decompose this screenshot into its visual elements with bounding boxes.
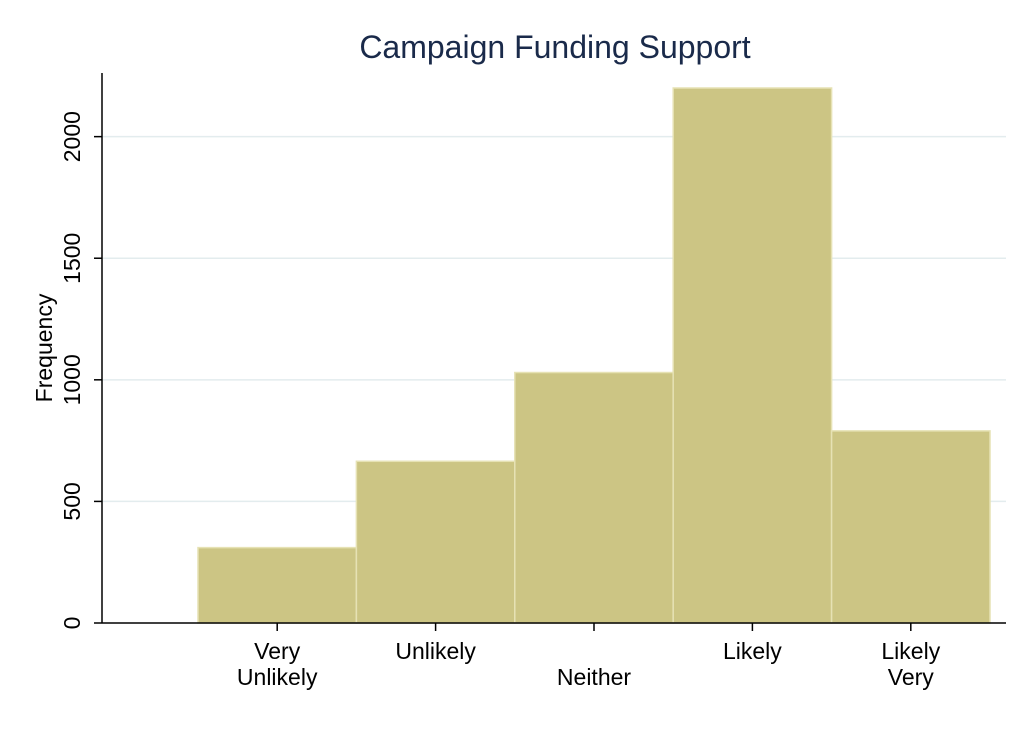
bar (672, 87, 833, 624)
bar (830, 430, 991, 624)
x-tick-label: Very (254, 638, 301, 664)
y-tick-label: 2000 (59, 111, 85, 162)
bar (514, 371, 674, 624)
x-tick-label: Likely (723, 638, 782, 664)
y-tick-label: 500 (59, 482, 85, 520)
x-tick-label: Unlikely (395, 638, 476, 664)
bar (197, 546, 358, 624)
y-axis-label: Frequency (31, 293, 57, 402)
chart-title: Campaign Funding Support (359, 29, 750, 65)
y-ticks: 0 500 1000 1500 2000 (59, 111, 102, 629)
x-tick-label: Likely (881, 638, 940, 664)
y-tick-label: 0 (59, 617, 85, 630)
y-tick-label: 1500 (59, 233, 85, 284)
x-tick-label: Neither (557, 664, 631, 690)
x-tick-label: Very (888, 664, 935, 690)
y-tick-label: 1000 (59, 354, 85, 405)
axes (101, 73, 1006, 624)
bars (197, 87, 991, 624)
x-tick-label: Unlikely (237, 664, 318, 690)
bar (355, 460, 516, 624)
